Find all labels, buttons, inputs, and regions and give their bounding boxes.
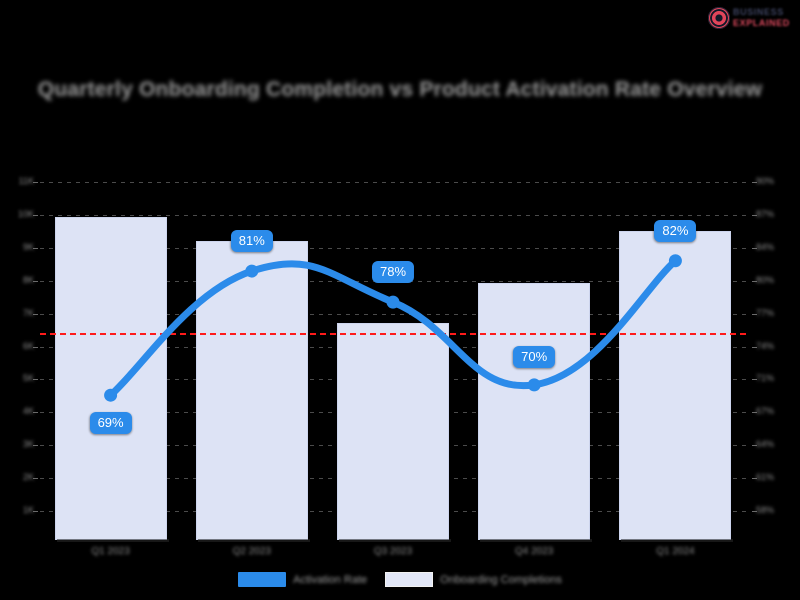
gridline xyxy=(40,214,746,216)
x-axis-label-5: Q1 2024 xyxy=(656,546,695,557)
legend-label: Onboarding Completions xyxy=(440,573,562,586)
axis-tick-label: 84% xyxy=(756,241,775,252)
brand-logo-line2: EXPLAINED xyxy=(733,18,790,28)
axis-tick-mark xyxy=(752,412,757,414)
axis-tick-mark xyxy=(33,313,38,315)
axis-tick-label: 6K xyxy=(22,340,34,351)
axis-tick-label: 2K xyxy=(22,472,34,483)
bar-2[interactable] xyxy=(195,240,310,543)
axis-tick-mark xyxy=(33,511,38,513)
legend-swatch-line xyxy=(238,572,287,587)
axis-tick-mark xyxy=(752,313,757,315)
axis-tick-mark xyxy=(752,511,757,513)
data-label-2: 81% xyxy=(230,230,273,253)
axis-tick-mark xyxy=(33,379,38,381)
axis-tick-label: 87% xyxy=(756,208,775,219)
data-label-4: 70% xyxy=(513,345,556,368)
data-label-1: 69% xyxy=(89,412,132,435)
bar-3[interactable] xyxy=(337,322,451,543)
axis-tick-label: 9K xyxy=(22,241,34,252)
chart-title: Quarterly Onboarding Completion vs Produ… xyxy=(37,78,763,101)
axis-tick-label: 5K xyxy=(22,373,34,384)
axis-tick-label: 64% xyxy=(756,439,775,450)
brand-logo: BUSINESS EXPLAINED xyxy=(708,3,794,33)
x-axis-label-3: Q3 2023 xyxy=(373,546,413,557)
data-label-3: 78% xyxy=(371,261,415,284)
plot-area xyxy=(40,178,746,543)
gridline xyxy=(40,182,746,183)
axis-tick-mark xyxy=(752,214,757,216)
axis-tick-label: 11K xyxy=(18,176,34,186)
axis-tick-label: 7K xyxy=(22,307,34,318)
bar-4[interactable] xyxy=(478,283,593,542)
brand-logo-line1: BUSINESS xyxy=(733,7,784,17)
axis-tick-label: 90% xyxy=(756,176,775,186)
legend-item-2[interactable]: Onboarding Completions xyxy=(385,572,562,587)
axis-tick-mark xyxy=(752,280,757,282)
axis-tick-mark xyxy=(752,478,757,480)
axis-tick-label: 67% xyxy=(756,406,775,417)
axis-tick-label: 58% xyxy=(756,505,775,516)
axis-tick-mark xyxy=(752,247,757,249)
data-label-5: 82% xyxy=(654,219,697,242)
axis-tick-mark xyxy=(33,445,38,447)
gridline xyxy=(40,247,746,249)
legend-item-1[interactable]: Activation Rate xyxy=(238,572,367,587)
axis-tick-mark xyxy=(752,379,757,381)
axis-tick-label: 10K xyxy=(17,208,34,219)
axis-tick-label: 77% xyxy=(756,307,775,318)
axis-tick-mark xyxy=(33,214,38,216)
y-axis-left: 11K 10K 9K 8K 7K 6K 5K 4K 3K 2K 1K xyxy=(0,176,38,540)
axis-tick-mark xyxy=(752,346,757,348)
axis-tick-mark xyxy=(752,182,757,183)
axis-tick-label: 80% xyxy=(756,274,775,285)
y-axis-right: 90% 87% 84% 80% 77% 74% 71% 67% 64% 61% 58% xyxy=(752,176,798,540)
x-axis-label-4: Q4 2023 xyxy=(515,546,554,557)
axis-tick-label: 1K xyxy=(22,505,34,516)
brand-logo-text: BUSINESS EXPLAINED xyxy=(733,8,790,28)
axis-tick-label: 4K xyxy=(22,406,34,417)
axis-tick-mark xyxy=(33,182,38,183)
axis-tick-mark xyxy=(33,247,38,249)
axis-tick-mark xyxy=(752,445,757,447)
axis-tick-label: 8K xyxy=(22,274,34,285)
axis-tick-mark xyxy=(33,478,38,480)
target-circle-icon xyxy=(708,7,730,29)
bar-1[interactable] xyxy=(54,217,169,542)
axis-tick-label: 74% xyxy=(756,340,775,351)
legend-swatch-bar xyxy=(385,572,434,587)
axis-tick-mark xyxy=(33,412,38,414)
x-axis-label-1: Q1 2023 xyxy=(91,546,130,557)
target-threshold-line xyxy=(40,333,746,336)
axis-tick-label: 3K xyxy=(22,439,34,450)
legend-label: Activation Rate xyxy=(293,573,368,586)
axis-tick-mark xyxy=(33,280,38,282)
axis-tick-mark xyxy=(33,346,38,348)
chart-legend: Activation Rate Onboarding Completions xyxy=(0,572,800,587)
axis-tick-label: 61% xyxy=(756,472,775,483)
bar-5[interactable] xyxy=(619,230,734,543)
axis-tick-label: 71% xyxy=(756,373,775,384)
x-axis-label-2: Q2 2023 xyxy=(232,546,271,557)
